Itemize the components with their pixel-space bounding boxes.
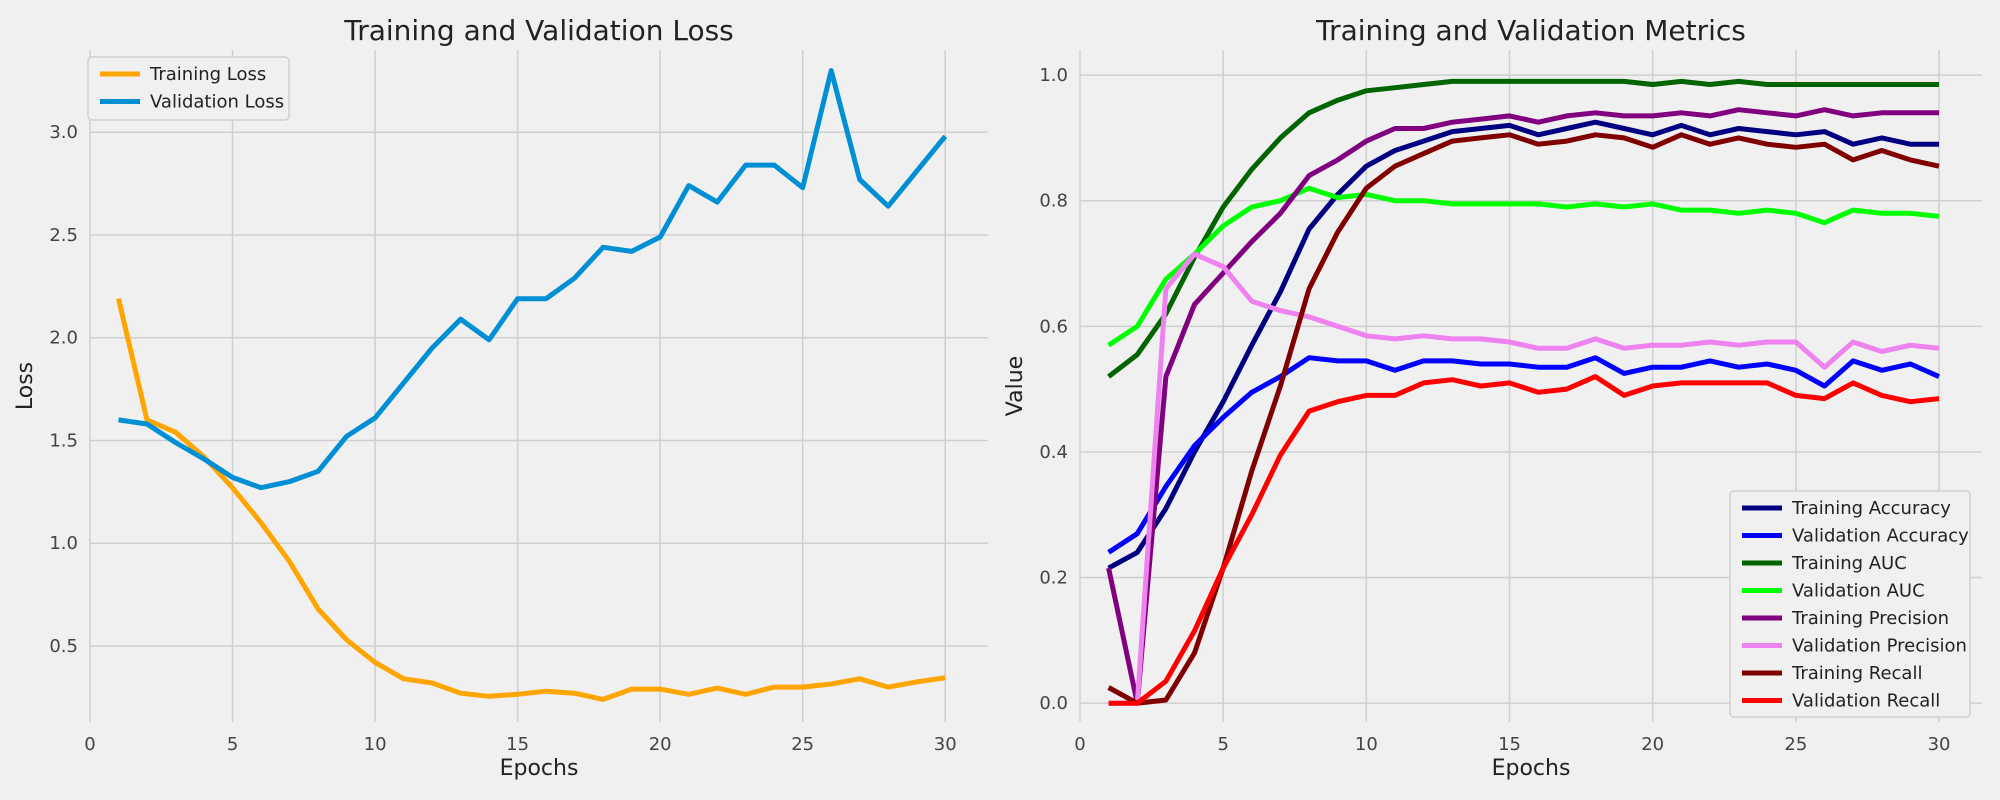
y-tick-label: 2.5 xyxy=(49,225,78,246)
legend-label: Validation AUC xyxy=(1792,581,1925,602)
x-axis-label: Epochs xyxy=(500,756,579,781)
x-tick-label: 0 xyxy=(84,734,95,755)
legend-label: Validation Accuracy xyxy=(1792,526,1969,547)
chart-title: Training and Validation Metrics xyxy=(1315,14,1746,47)
y-tick-label: 1.0 xyxy=(1039,65,1068,86)
y-tick-label: 1.0 xyxy=(49,533,78,554)
x-tick-label: 5 xyxy=(227,734,238,755)
x-tick-label: 30 xyxy=(1928,734,1951,755)
series-line-training-accuracy xyxy=(1107,119,1939,571)
x-tick-label: 5 xyxy=(1217,734,1228,755)
series-line-training-recall xyxy=(1107,132,1940,706)
series-line-validation-loss xyxy=(118,68,948,491)
series-line-training-precision xyxy=(1106,107,1939,706)
y-tick-label: 0.2 xyxy=(1039,568,1068,589)
series-lines xyxy=(116,68,948,702)
x-axis-label: Epochs xyxy=(1492,756,1571,781)
legend-frame xyxy=(1729,490,1971,718)
x-tick-label: 25 xyxy=(791,734,814,755)
x-tick-label: 15 xyxy=(506,734,529,755)
legend: Training Loss Validation Loss xyxy=(87,56,290,121)
legend-label: Validation Precision xyxy=(1792,636,1967,657)
x-tick-label: 20 xyxy=(1641,734,1664,755)
y-tick-label: 0.5 xyxy=(49,636,78,657)
series-line-validation-recall xyxy=(1108,374,1940,706)
series-line-training-auc xyxy=(1107,78,1939,379)
x-tick-label: 10 xyxy=(1355,734,1378,755)
y-tick-label: 0.4 xyxy=(1039,442,1068,463)
x-tick-label: 0 xyxy=(1074,734,1085,755)
y-tick-label: 0.0 xyxy=(1039,693,1068,714)
y-tick-label: 0.6 xyxy=(1039,316,1068,337)
series-lines xyxy=(1106,78,1941,706)
chart-2: 0 5 10 15 20 25 30 0.0 0.2 0.4 0.6 0.8 1.0 Training a… xyxy=(1003,14,1982,781)
chart-1: 0 5 10 15 20 25 30 0.5 1.0 1.5 2.0 2.5 3.0 Training a… xyxy=(13,14,988,781)
x-tick-label: 10 xyxy=(364,734,387,755)
legend-label: Training Accuracy xyxy=(1791,498,1951,519)
x-tick-label: 30 xyxy=(934,734,957,755)
series-line-validation-precision xyxy=(1108,251,1940,706)
series-line-training-loss xyxy=(116,298,946,702)
legend-label: Training Loss xyxy=(149,64,266,85)
legend-label: Training Recall xyxy=(1791,663,1922,684)
y-tick-label: 3.0 xyxy=(49,122,78,143)
legend-label: Validation Recall xyxy=(1792,691,1940,712)
legend-label: Training Precision xyxy=(1791,608,1949,629)
y-axis-label: Value xyxy=(1003,356,1028,416)
y-axis-label: Loss xyxy=(13,362,38,410)
x-tick-label: 20 xyxy=(649,734,672,755)
y-tick-label: 1.5 xyxy=(49,430,78,451)
y-tick-label: 2.0 xyxy=(49,328,78,349)
legend: Training Accuracy Validation Accuracy Trai… xyxy=(1729,490,1971,718)
x-tick-label: 15 xyxy=(1498,734,1521,755)
series-line-validation-accuracy xyxy=(1107,355,1941,555)
x-tick-label: 25 xyxy=(1784,734,1807,755)
legend-label: Training AUC xyxy=(1791,553,1907,574)
chart-title: Training and Validation Loss xyxy=(343,14,734,47)
series-line-validation-auc xyxy=(1107,185,1940,348)
y-tick-label: 0.8 xyxy=(1039,191,1068,212)
legend-label: Validation Loss xyxy=(150,92,284,113)
gridlines xyxy=(89,50,988,722)
